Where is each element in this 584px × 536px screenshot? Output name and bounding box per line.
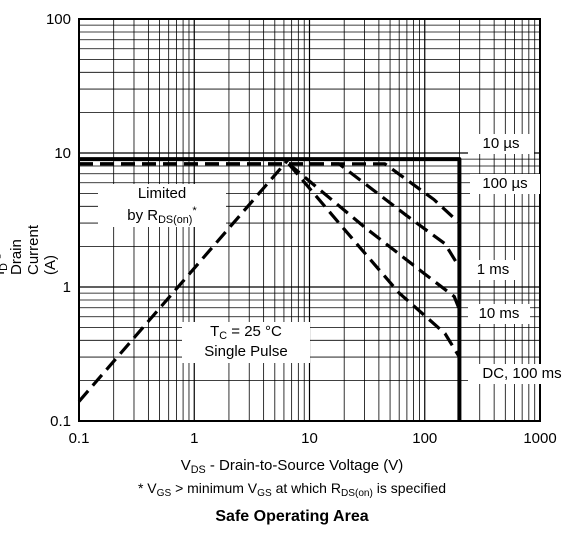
y-tick-label: 1 bbox=[63, 279, 71, 296]
curve-label-1ms: 1 ms bbox=[470, 260, 516, 281]
x-tick-label: 1 bbox=[190, 430, 198, 447]
tc-text: TC = 25 °C bbox=[210, 323, 282, 343]
limited-annotation: Limited by RDS(on)* bbox=[98, 184, 226, 227]
series-line-1 bbox=[79, 157, 462, 421]
x-tick-label: 100 bbox=[412, 430, 437, 447]
series-line-4 bbox=[79, 162, 461, 269]
tick-labels: 0.1 1 10 100 1000 0.1 1 10 100 bbox=[46, 11, 557, 447]
x-tick-label: 1000 bbox=[523, 430, 556, 447]
curve-label-10ms: 10 ms bbox=[468, 304, 530, 325]
footnote: * VGS > minimum VGS at which RDS(on) is … bbox=[137, 480, 447, 500]
x-axis-label: VDS - Drain-to-Source Voltage (V) bbox=[180, 457, 404, 477]
y-tick-label: 100 bbox=[46, 11, 71, 28]
curve-label-dc: DC, 100 ms bbox=[468, 364, 576, 385]
limited-text: Limited bbox=[137, 185, 187, 202]
x-tick-label: 10 bbox=[301, 430, 318, 447]
rds-on-text: by RDS(on)* bbox=[127, 205, 197, 227]
y-axis-label: ID - Drain Current (A) bbox=[0, 224, 59, 276]
y-tick-label: 10 bbox=[54, 145, 71, 162]
x-tick-label: 0.1 bbox=[69, 430, 90, 447]
curve-label-100us: 100 µs bbox=[470, 174, 540, 195]
single-pulse-text: Single Pulse bbox=[204, 343, 288, 361]
plot-frame bbox=[78, 18, 541, 422]
series-line-5 bbox=[287, 162, 461, 310]
y-tick-label: 0.1 bbox=[50, 413, 71, 430]
curves bbox=[77, 157, 462, 421]
series-line-2 bbox=[77, 158, 290, 403]
chart-title: Safe Operating Area bbox=[215, 508, 369, 525]
conditions-annotation: TC = 25 °C Single Pulse bbox=[182, 322, 310, 363]
series-line-6 bbox=[287, 162, 461, 376]
curve-label-10us: 10 µs bbox=[468, 134, 534, 155]
